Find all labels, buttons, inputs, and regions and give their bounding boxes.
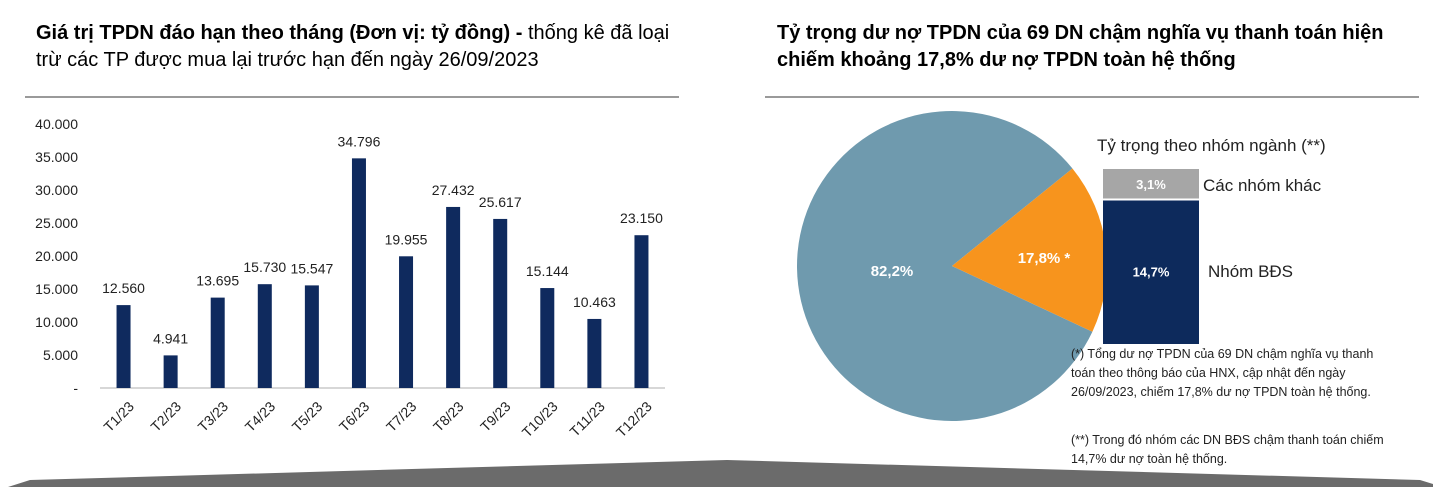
stack-segment-label: 14,7% [1133,265,1170,280]
bar-T6/23 [351,158,366,388]
bar-T1/23 [116,305,131,388]
bar-T2/23 [163,355,178,388]
pie-label-delayed: 17,8% * [1018,250,1071,267]
legend-label-others: Các nhóm khác [1203,176,1322,195]
x-tick-label: T12/23 [613,398,655,440]
y-tick-label: 35.000 [35,149,78,165]
bar-value-label: 4.941 [153,330,188,346]
bar-value-label: 15.144 [526,263,569,279]
legend-label-real-estate: Nhóm BĐS [1208,262,1294,281]
bar-T8/23 [446,206,461,388]
left-title-normal: thống kê đã loại trừ các TP được mua lại… [36,22,670,71]
x-tick-label: T1/23 [100,398,137,435]
bar-chart: - 5.000 10.000 15.000 20.000 25.000 30.000 35.0… [35,116,665,440]
stack-chart-title: Tỷ trọng theo nhóm ngành (**) [1097,136,1326,155]
bar-value-label: 34.796 [338,133,381,149]
bar-T3/23 [210,297,225,388]
x-tick-label: T4/23 [242,398,279,435]
bottom-banner-shape [0,460,1433,487]
pie-label-main: 82,2% [871,263,914,280]
bar-value-label: 23.150 [620,210,663,226]
x-tick-label: T7/23 [383,398,420,435]
bar-value-label: 13.695 [196,273,239,289]
bar-value-label: 10.463 [573,294,616,310]
x-tick-label: T3/23 [195,398,232,435]
x-tick-label: T11/23 [566,398,608,440]
x-tick-label: T8/23 [430,398,467,435]
y-tick-label: - [73,380,78,396]
bar-value-label: 25.617 [479,194,522,210]
stack-segment-label: 3,1% [1136,177,1166,192]
bar-value-label: 15.730 [243,259,286,275]
bar-T10/23 [540,288,555,388]
x-tick-label: T9/23 [477,398,514,435]
y-tick-label: 25.000 [35,215,78,231]
bar-value-label: 27.432 [432,182,475,198]
left-divider [25,96,679,98]
x-tick-label: T2/23 [147,398,184,435]
y-tick-label: 20.000 [35,248,78,264]
footnote-2: (**) Trong đó nhóm các DN BĐS chậm thanh… [1071,433,1384,466]
x-tick-label: T5/23 [289,398,326,435]
stack-segment-1 [1103,169,1199,200]
pie-slice-delayed [952,168,1107,332]
bar-value-label: 12.560 [102,280,145,296]
stack-segment-0 [1103,199,1199,344]
pie-slice-main [796,110,1093,422]
x-tick-label: T10/23 [519,398,561,440]
bar-value-label: 15.547 [290,260,333,276]
x-tick-label: T6/23 [336,398,373,435]
y-tick-label: 40.000 [35,116,78,132]
footnote-1: (*) Tổng dư nợ TPDN của 69 DN chậm nghĩa… [1071,347,1374,399]
right-divider [765,96,1419,98]
bar-T11/23 [587,318,602,388]
y-tick-label: 30.000 [35,182,78,198]
bar-value-label: 19.955 [385,231,428,247]
bar-T12/23 [634,235,649,388]
y-tick-label: 15.000 [35,281,78,297]
bar-T9/23 [493,218,508,388]
left-chart-title: Giá trị TPDN đáo hạn theo tháng (Đơn vị:… [36,20,686,74]
y-tick-label: 10.000 [35,314,78,330]
bar-T7/23 [399,256,414,388]
left-title-bold: Giá trị TPDN đáo hạn theo tháng (Đơn vị:… [36,22,523,44]
bar-T5/23 [304,285,319,388]
bar-T4/23 [257,284,272,388]
right-chart-title: Tỷ trọng dư nợ TPDN của 69 DN chậm nghĩa… [777,22,1384,71]
stacked-bar-chart: 14,7% 3,1% [1103,169,1199,344]
pie-chart: 82,2% 17,8% * [796,110,1107,422]
y-tick-label: 5.000 [43,347,78,363]
